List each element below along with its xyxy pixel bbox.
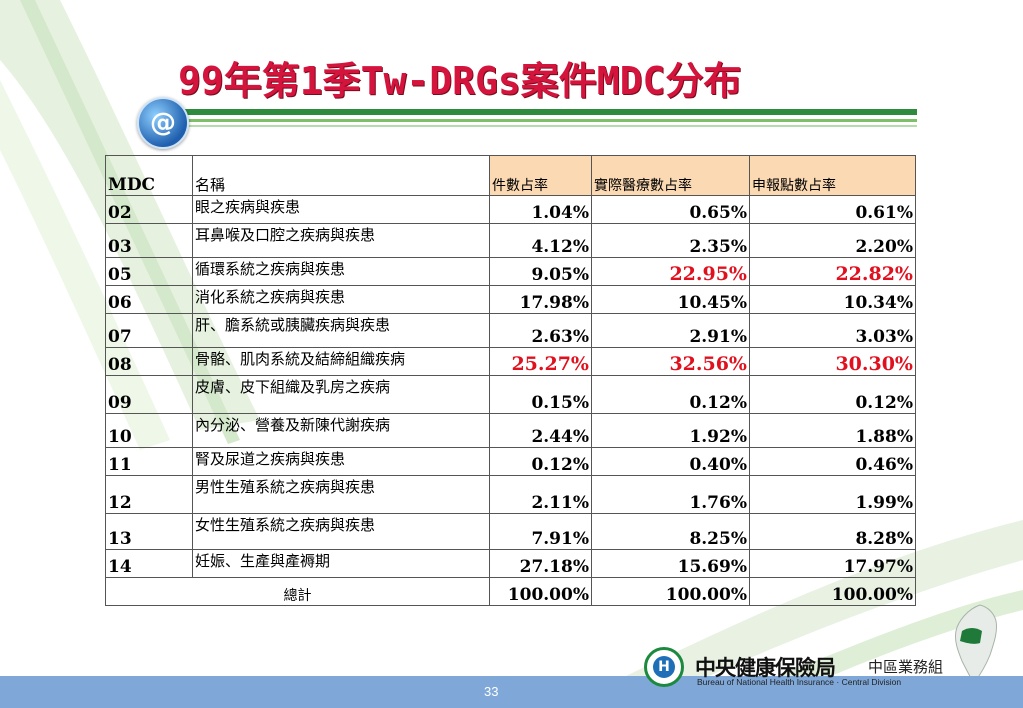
actual-points-rate: 22.95%	[591, 257, 750, 286]
declared-points-rate: 30.30%	[749, 347, 916, 376]
mdc-name: 內分泌、營養及新陳代謝疾病	[192, 413, 490, 448]
mdc-name: 循環系統之疾病與疾患	[192, 257, 490, 286]
header-mdc: MDC	[105, 155, 193, 196]
actual-points-rate: 10.45%	[591, 285, 750, 314]
header-actual-points-rate: 實際醫療數占率	[591, 155, 750, 196]
table-total-row: 總計 100.00% 100.00% 100.00%	[105, 577, 916, 606]
case-rate: 0.12%	[489, 447, 592, 476]
case-rate: 9.05%	[489, 257, 592, 286]
case-rate: 1.04%	[489, 195, 592, 224]
mdc-name: 耳鼻喉及口腔之疾病與疾患	[192, 223, 490, 258]
title-underline	[180, 109, 917, 115]
table-row: 12 男性生殖系統之疾病與疾患 2.11% 1.76% 1.99%	[105, 475, 916, 514]
mdc-code: 11	[105, 447, 193, 476]
declared-points-rate: 3.03%	[749, 313, 916, 348]
mdc-name: 妊娠、生產與產褥期	[192, 549, 490, 578]
org-name: 中央健康保險局	[695, 656, 836, 680]
table-row: 06 消化系統之疾病與疾患 17.98% 10.45% 10.34%	[105, 285, 916, 314]
table-row: 03 耳鼻喉及口腔之疾病與疾患 4.12% 2.35% 2.20%	[105, 223, 916, 258]
total-actual-points-rate: 100.00%	[591, 577, 750, 606]
declared-points-rate: 22.82%	[749, 257, 916, 286]
header-name: 名稱	[192, 155, 490, 196]
title-underline-light	[180, 125, 917, 127]
mdc-code: 03	[105, 223, 193, 258]
actual-points-rate: 0.12%	[591, 375, 750, 414]
actual-points-rate: 2.35%	[591, 223, 750, 258]
case-rate: 2.11%	[489, 475, 592, 514]
mdc-name: 骨骼、肌肉系統及結締組織疾病	[192, 347, 490, 376]
mdc-code: 05	[105, 257, 193, 286]
actual-points-rate: 1.76%	[591, 475, 750, 514]
declared-points-rate: 0.61%	[749, 195, 916, 224]
mdc-code: 08	[105, 347, 193, 376]
case-rate: 25.27%	[489, 347, 592, 376]
declared-points-rate: 0.46%	[749, 447, 916, 476]
case-rate: 4.12%	[489, 223, 592, 258]
actual-points-rate: 0.40%	[591, 447, 750, 476]
declared-points-rate: 1.88%	[749, 413, 916, 448]
mdc-code: 09	[105, 375, 193, 414]
org-division: 中區業務組	[868, 658, 944, 676]
table-header-row: MDC 名稱 件數占率 實際醫療數占率 申報點數占率	[105, 155, 916, 196]
actual-points-rate: 2.91%	[591, 313, 750, 348]
case-rate: 2.44%	[489, 413, 592, 448]
mdc-name: 眼之疾病與疾患	[192, 195, 490, 224]
case-rate: 2.63%	[489, 313, 592, 348]
mdc-code: 02	[105, 195, 193, 224]
total-case-rate: 100.00%	[489, 577, 592, 606]
header-declared-points-rate: 申報點數占率	[749, 155, 916, 196]
page-title: 99年第1季Tw-DRGs案件MDC分布	[178, 59, 742, 103]
declared-points-rate: 1.99%	[749, 475, 916, 514]
mdc-name: 皮膚、皮下組織及乳房之疾病	[192, 375, 490, 414]
declared-points-rate: 17.97%	[749, 549, 916, 578]
table-row: 05 循環系統之疾病與疾患 9.05% 22.95% 22.82%	[105, 257, 916, 286]
page-number: 33	[484, 684, 499, 699]
case-rate: 17.98%	[489, 285, 592, 314]
total-label: 總計	[105, 577, 490, 606]
table-row: 02 眼之疾病與疾患 1.04% 0.65% 0.61%	[105, 195, 916, 224]
actual-points-rate: 8.25%	[591, 513, 750, 550]
nhi-logo-icon: H	[644, 647, 684, 687]
footer-bar	[0, 676, 1023, 708]
table-row: 14 妊娠、生產與產褥期 27.18% 15.69% 17.97%	[105, 549, 916, 578]
header-case-rate: 件數占率	[489, 155, 592, 196]
declared-points-rate: 0.12%	[749, 375, 916, 414]
mdc-name: 腎及尿道之疾病與疾患	[192, 447, 490, 476]
mdc-code: 13	[105, 513, 193, 550]
mdc-name: 消化系統之疾病與疾患	[192, 285, 490, 314]
case-rate: 0.15%	[489, 375, 592, 414]
table-row: 11 腎及尿道之疾病與疾患 0.12% 0.40% 0.46%	[105, 447, 916, 476]
mdc-distribution-table: MDC 名稱 件數占率 實際醫療數占率 申報點數占率 02 眼之疾病與疾患 1.…	[105, 155, 916, 606]
table-row: 13 女性生殖系統之疾病與疾患 7.91% 8.25% 8.28%	[105, 513, 916, 550]
actual-points-rate: 0.65%	[591, 195, 750, 224]
case-rate: 7.91%	[489, 513, 592, 550]
case-rate: 27.18%	[489, 549, 592, 578]
declared-points-rate: 8.28%	[749, 513, 916, 550]
actual-points-rate: 1.92%	[591, 413, 750, 448]
mdc-name: 女性生殖系統之疾病與疾患	[192, 513, 490, 550]
table-row: 09 皮膚、皮下組織及乳房之疾病 0.15% 0.12% 0.12%	[105, 375, 916, 414]
mdc-code: 07	[105, 313, 193, 348]
declared-points-rate: 2.20%	[749, 223, 916, 258]
actual-points-rate: 15.69%	[591, 549, 750, 578]
table-row: 10 內分泌、營養及新陳代謝疾病 2.44% 1.92% 1.88%	[105, 413, 916, 448]
at-sign-icon: @	[137, 97, 189, 149]
actual-points-rate: 32.56%	[591, 347, 750, 376]
mdc-name: 肝、膽系統或胰臟疾病與疾患	[192, 313, 490, 348]
mdc-code: 06	[105, 285, 193, 314]
table-row: 07 肝、膽系統或胰臟疾病與疾患 2.63% 2.91% 3.03%	[105, 313, 916, 348]
table-row: 08 骨骼、肌肉系統及結締組織疾病 25.27% 32.56% 30.30%	[105, 347, 916, 376]
mdc-name: 男性生殖系統之疾病與疾患	[192, 475, 490, 514]
mdc-code: 14	[105, 549, 193, 578]
mdc-code: 10	[105, 413, 193, 448]
total-declared-points-rate: 100.00%	[749, 577, 916, 606]
title-underline-thin	[180, 119, 917, 122]
org-english-name: Bureau of National Health Insurance · Ce…	[697, 677, 902, 687]
taiwan-map-icon	[955, 604, 997, 684]
mdc-code: 12	[105, 475, 193, 514]
declared-points-rate: 10.34%	[749, 285, 916, 314]
